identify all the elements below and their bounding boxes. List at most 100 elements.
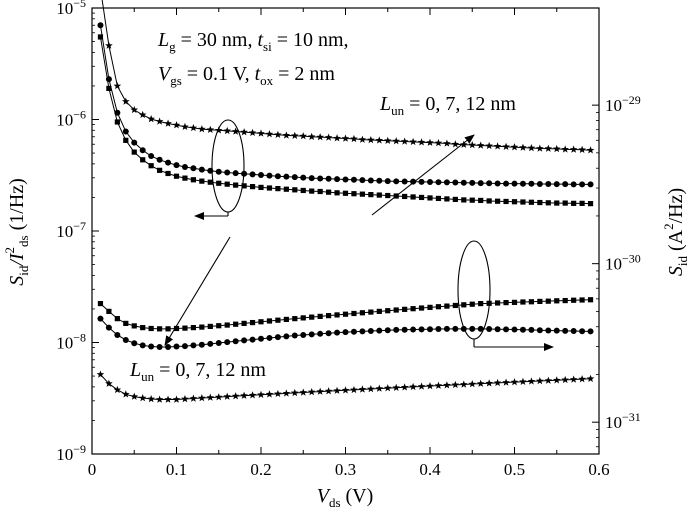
data-point [478,300,484,307]
data-point [350,176,357,183]
data-point [258,184,264,191]
right-tick-label: 10−31 [605,410,641,432]
data-point [131,323,137,329]
data-point [385,308,391,314]
data-point [240,128,248,136]
data-point [569,375,578,383]
data-point [444,196,450,202]
data-point [469,179,476,186]
data-point [165,170,171,177]
data-point [291,332,298,339]
data-point [198,166,205,173]
data-point [190,342,197,349]
data-point [156,344,163,351]
data-point [249,171,256,178]
params-line-1: Lg = 30 nm, tsi = 10 nm, [157,29,349,54]
data-point [283,316,289,323]
data-point [96,370,105,378]
data-point [308,175,315,182]
data-point [172,395,181,403]
data-point [579,181,586,188]
data-point [553,327,560,334]
data-point [544,144,553,152]
data-point [350,385,358,394]
data-point [198,394,206,402]
data-point [223,126,231,135]
data-point [266,172,273,179]
series-absolute-star [96,370,595,403]
data-point [476,141,485,149]
data-point [181,122,189,131]
data-point [383,384,392,392]
data-point [493,142,502,150]
data-point [527,377,536,385]
data-point [359,310,365,316]
data-point [385,192,391,199]
series-absolute-circle [97,315,594,351]
data-point [299,132,308,140]
data-point [165,326,171,332]
data-point [350,328,357,335]
data-point [503,326,510,333]
data-point [249,336,256,343]
data-point [130,105,139,114]
data-point [326,313,332,319]
data-point [241,320,247,326]
data-point [528,326,535,333]
data-point [249,184,256,190]
data-point [418,305,425,311]
data-point [452,179,459,186]
data-point [157,167,163,173]
left-tick-label: 10−7 [56,219,86,241]
data-point [578,375,586,383]
data-point [536,327,543,334]
data-point [367,177,374,184]
data-point [586,374,595,382]
data-point [469,325,476,332]
data-point [114,119,120,125]
data-point [579,328,586,335]
data-point [444,303,450,309]
data-point [552,376,561,384]
data-point [435,179,442,186]
data-point [418,326,425,333]
data-point [292,187,298,193]
data-point [451,380,460,389]
data-point [485,379,493,387]
arrow-lun-top [371,134,475,216]
data-point [333,386,341,394]
data-point [224,322,230,328]
left-tick-label: 10−5 [56,0,86,18]
data-point [223,392,231,400]
ticks-layer: 0 0.1 0.2 0.3 0.4 0.5 0.6 10−9 10−8 10−7 10−6 10−5 1… [56,0,641,479]
data-point [468,141,477,149]
data-point [367,384,375,393]
data-point [383,136,392,144]
data-point [443,139,451,147]
data-point [375,136,384,144]
data-point [334,176,341,183]
data-point [536,376,544,385]
data-point [307,132,316,141]
data-point [324,387,333,395]
data-point [274,389,282,398]
data-point [214,393,223,401]
data-point [503,198,509,205]
data-point [113,81,122,90]
data-point [265,130,274,138]
data-point [569,145,578,153]
data-point [544,376,553,384]
data-point [570,181,577,188]
data-point [393,178,400,185]
data-point [493,378,502,387]
data-point [122,390,130,398]
data-point [215,168,222,175]
data-point [249,319,256,326]
data-point [519,377,527,385]
data-point [266,334,273,341]
data-point [155,117,164,125]
data-point [106,85,112,92]
x-tick-label: 0 [88,460,97,479]
data-point [122,336,129,343]
data-point [325,330,332,337]
